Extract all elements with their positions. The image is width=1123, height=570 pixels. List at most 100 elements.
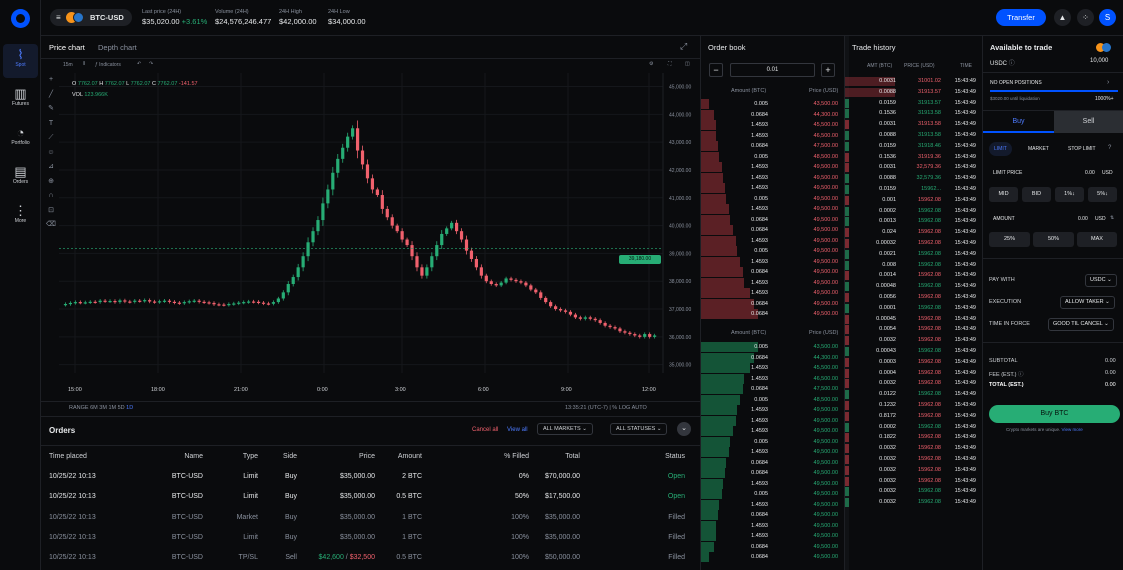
avatar[interactable]: S [1099,9,1116,26]
ask-row[interactable]: 1.4593 49,500.00 [701,162,842,172]
cancel-all-link[interactable]: Cancel all [472,427,499,433]
apps-grid-icon[interactable]: ⁘ [1077,9,1094,26]
nav-futures[interactable]: ▥ Futures [3,83,38,117]
nav-portfolio[interactable]: ◔ Portfolio [3,122,38,156]
table-row[interactable]: 10/25/22 10:13 BTC-USD Market Buy $35,000.00… [41,514,700,528]
bid-row[interactable]: 0.0684 49,500.00 [701,510,842,520]
pct-25-button[interactable]: 25% [989,232,1030,247]
ask-row[interactable]: 1.4593 49,500.00 [701,277,842,288]
settings-gear-icon[interactable]: ⚙ [649,61,654,67]
ask-row[interactable]: 0.0684 49,500.00 [701,309,842,319]
ask-row[interactable]: 0.0684 49,500.00 [701,298,842,309]
ask-row[interactable]: 0.005 48,500.00 [701,151,842,162]
chevron-right-icon[interactable]: › [1107,79,1110,86]
crosshair-icon[interactable]: + [48,76,54,83]
quick-5pct-button[interactable]: 5%↓ [1088,187,1117,202]
range-3m[interactable]: 3M [99,405,107,411]
bid-row[interactable]: 0.005 48,500.00 [701,394,842,405]
ask-row[interactable]: 1.4593 49,500.00 [701,183,842,193]
bid-row[interactable]: 1.4593 49,500.00 [701,415,842,426]
pct-max-button[interactable]: MAX [1077,232,1117,247]
pair-selector[interactable]: ≡ BTC-USD [50,9,132,26]
range-6m[interactable]: 6M [90,405,98,411]
statuses-filter[interactable]: ALL STATUSES ⌄ [610,423,668,435]
text-tool-icon[interactable]: T [48,119,54,127]
ask-row[interactable]: 0.0684 49,500.00 [701,267,842,277]
tab-sell[interactable]: Sell [1054,111,1123,133]
markets-filter[interactable]: ALL MARKETS ⌄ [537,423,593,435]
emoji-icon[interactable]: ☺ [47,148,55,156]
table-row[interactable]: 10/25/22 10:13 BTC-USD Limit Buy $35,000.00 1… [41,534,700,548]
price-chart-canvas[interactable]: 45,000.00 44,000.00 43,000.00 42,000.00 41,0… [59,73,700,401]
ask-row[interactable]: 1.4593 49,500.00 [701,172,842,183]
notifications-bell-icon[interactable]: ▲ [1054,9,1071,26]
view-more-link[interactable]: View more [1061,427,1083,432]
snapshot-icon[interactable]: ◫ [685,61,690,67]
ask-row[interactable]: 1.4593 49,500.00 [701,288,842,298]
tab-price-chart[interactable]: Price chart [49,43,85,52]
quick-mid-button[interactable]: MID [989,187,1018,202]
bid-row[interactable]: 0.0684 49,500.00 [701,541,842,552]
nav-spot[interactable]: ⌇ Spot [3,44,38,78]
type-limit[interactable]: LIMIT [989,142,1012,156]
type-stop-limit[interactable]: STOP LIMIT [1068,146,1096,152]
bid-row[interactable]: 0.0684 49,500.00 [701,552,842,562]
collapse-icon[interactable]: ⌄ [677,422,691,436]
ruler-icon[interactable]: ⊿ [48,163,54,170]
trash-icon[interactable]: ⌫ [46,221,56,228]
redo-icon[interactable]: ↷ [149,61,154,67]
step-decrease-button[interactable]: − [709,63,723,77]
bid-row[interactable]: 1.4593 49,500.00 [701,499,842,510]
lock-icon[interactable]: ⊡ [48,206,54,214]
bid-row[interactable]: 0.005 49,500.00 [701,489,842,499]
ask-row[interactable]: 1.4593 49,500.00 [701,235,842,246]
bid-row[interactable]: 1.4593 49,500.00 [701,426,842,436]
nav-orders[interactable]: ▤ Orders [3,161,38,195]
transfer-button[interactable]: Transfer [996,9,1046,26]
bid-row[interactable]: 1.4593 49,500.00 [701,520,842,531]
table-row[interactable]: 10/25/22 10:13 BTC-USD Limit Buy $35,000.00 2… [41,473,700,487]
ask-row[interactable]: 1.4593 49,500.00 [701,204,842,214]
trendline-icon[interactable]: ╱ [48,90,54,98]
ask-row[interactable]: 0.0684 44,300.00 [701,109,842,120]
step-increase-button[interactable]: + [821,63,835,77]
ask-row[interactable]: 0.005 43,500.00 [701,99,842,109]
type-market[interactable]: MARKET [1028,146,1049,152]
bid-row[interactable]: 0.0684 49,500.00 [701,468,842,478]
expand-icon[interactable]: ⤢ [680,41,688,51]
ask-row[interactable]: 0.005 49,500.00 [701,193,842,204]
nav-more[interactable]: ⋮ More [3,200,38,234]
bid-row[interactable]: 0.005 49,500.00 [701,436,842,447]
bid-row[interactable]: 1.4593 45,500.00 [701,363,842,373]
quick-bid-button[interactable]: BID [1022,187,1051,202]
quick-1pct-button[interactable]: 1%↓ [1055,187,1084,202]
pct-50-button[interactable]: 50% [1033,232,1074,247]
zoom-icon[interactable]: ⊕ [48,177,54,185]
bid-row[interactable]: 0.0684 44,300.00 [701,352,842,363]
brush-icon[interactable]: ✎ [48,105,54,112]
ask-row[interactable]: 0.0684 49,500.00 [701,225,842,235]
tab-depth-chart[interactable]: Depth chart [98,43,137,52]
bid-row[interactable]: 1.4593 49,500.00 [701,447,842,457]
table-row[interactable]: 10/25/22 10:13 BTC-USD TP/SL Sell $42,600 / … [41,554,700,568]
bid-row[interactable]: 0.005 43,500.00 [701,342,842,352]
buy-btc-button[interactable]: Buy BTC [989,405,1120,423]
ask-row[interactable]: 1.4593 49,500.00 [701,256,842,267]
bid-row[interactable]: 0.0684 49,500.00 [701,457,842,468]
range-5d[interactable]: 5D [117,405,125,411]
execution-select[interactable]: ALLOW TAKER ⌄ [1060,296,1115,309]
bid-row[interactable]: 1.4593 49,500.00 [701,531,842,541]
ask-row[interactable]: 0.005 49,500.00 [701,246,842,256]
pay-with-select[interactable]: USDC ⌄ [1085,274,1117,287]
tab-buy[interactable]: Buy [983,111,1054,133]
table-row[interactable]: 10/25/22 10:13 BTC-USD Limit Buy $35,000.00 0… [41,493,700,507]
bid-row[interactable]: 1.4593 49,500.00 [701,478,842,489]
ask-row[interactable]: 1.4593 45,500.00 [701,120,842,130]
magnet-icon[interactable]: ∩ [48,192,54,199]
tif-select[interactable]: GOOD TIL CANCEL ⌄ [1048,318,1114,331]
help-icon[interactable]: ? [1108,145,1112,151]
interval-selector[interactable]: 15m [63,62,73,68]
coinbase-logo-icon[interactable] [11,9,30,28]
indicators-button[interactable]: ƒ Indicators [95,62,121,68]
range-1d[interactable]: 1D [126,405,134,411]
